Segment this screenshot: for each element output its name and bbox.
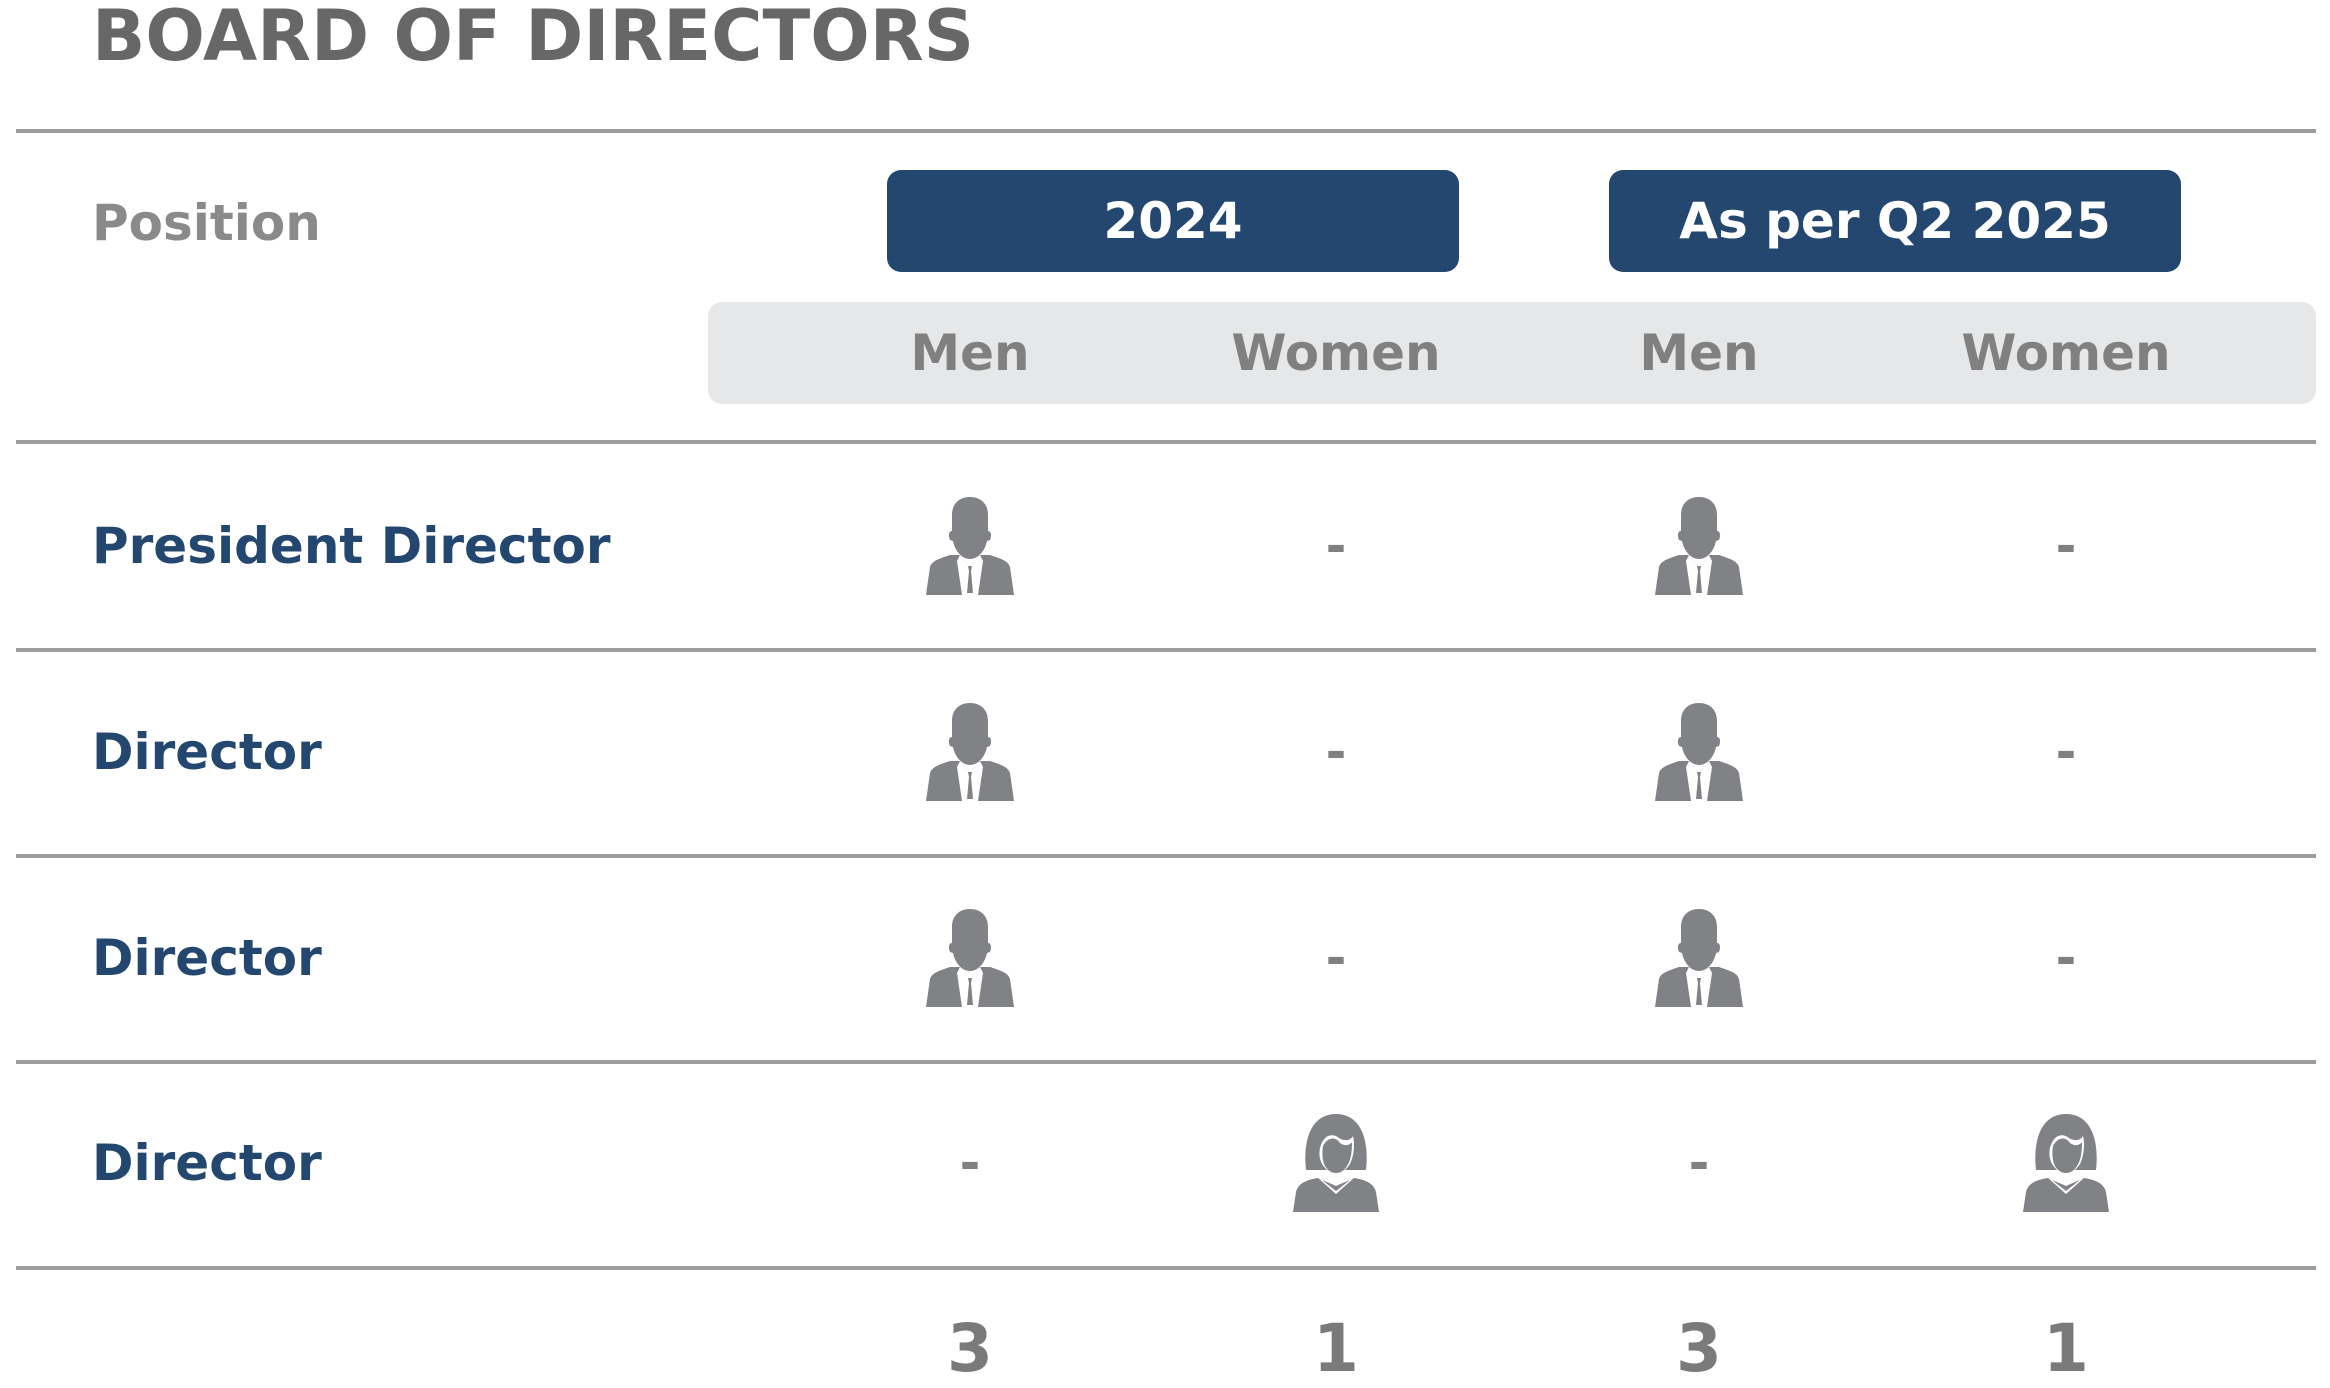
total-women-2025: 1 — [2043, 1309, 2089, 1387]
cell-women-2024: - — [1236, 692, 1436, 812]
cell-women-2025: - — [1966, 486, 2166, 606]
cell-men-2024 — [870, 486, 1070, 606]
divider-line — [16, 129, 2316, 133]
subheader-men-2025: Men — [1639, 324, 1759, 382]
man-icon — [926, 703, 1014, 801]
cell-women-2024: - — [1236, 898, 1436, 1018]
cell-women-2024: - — [1236, 486, 1436, 606]
empty-dash: - — [1325, 723, 1347, 781]
empty-dash: - — [959, 1134, 981, 1192]
row-position-label: Director — [92, 1134, 322, 1192]
divider-line — [16, 1266, 2316, 1270]
cell-men-2025 — [1599, 486, 1799, 606]
cell-women-2025 — [1966, 1103, 2166, 1223]
divider-line — [16, 440, 2316, 444]
empty-dash: - — [1325, 517, 1347, 575]
empty-dash: - — [2055, 929, 2077, 987]
period-2024-header: 2024 — [887, 170, 1459, 272]
man-icon — [926, 497, 1014, 595]
empty-dash: - — [1688, 1134, 1710, 1192]
empty-dash: - — [1325, 929, 1347, 987]
man-icon — [1655, 703, 1743, 801]
cell-women-2024 — [1236, 1103, 1436, 1223]
man-icon — [1655, 909, 1743, 1007]
cell-women-2025: - — [1966, 692, 2166, 812]
cell-men-2025: - — [1599, 1103, 1799, 1223]
woman-icon — [1293, 1114, 1379, 1212]
woman-icon — [2023, 1114, 2109, 1212]
page-title: BOARD OF DIRECTORS — [92, 0, 975, 77]
cell-men-2025 — [1599, 692, 1799, 812]
divider-line — [16, 854, 2316, 858]
total-men-2024: 3 — [947, 1309, 993, 1387]
empty-dash: - — [2055, 723, 2077, 781]
empty-dash: - — [2055, 517, 2077, 575]
cell-men-2024 — [870, 692, 1070, 812]
subheader-men-2024: Men — [910, 324, 1030, 382]
cell-women-2025: - — [1966, 898, 2166, 1018]
cell-men-2025 — [1599, 898, 1799, 1018]
total-women-2024: 1 — [1313, 1309, 1359, 1387]
gender-subheader-band — [708, 302, 2316, 404]
man-icon — [1655, 497, 1743, 595]
row-position-label: Director — [92, 723, 322, 781]
position-column-header: Position — [92, 194, 321, 252]
cell-men-2024 — [870, 898, 1070, 1018]
total-men-2025: 3 — [1676, 1309, 1722, 1387]
period-q2-2025-header: As per Q2 2025 — [1609, 170, 2181, 272]
subheader-women-2025: Women — [1961, 324, 2171, 382]
cell-men-2024: - — [870, 1103, 1070, 1223]
row-position-label: Director — [92, 929, 322, 987]
man-icon — [926, 909, 1014, 1007]
subheader-women-2024: Women — [1231, 324, 1441, 382]
row-position-label: President Director — [92, 517, 611, 575]
divider-line — [16, 1060, 2316, 1064]
divider-line — [16, 648, 2316, 652]
